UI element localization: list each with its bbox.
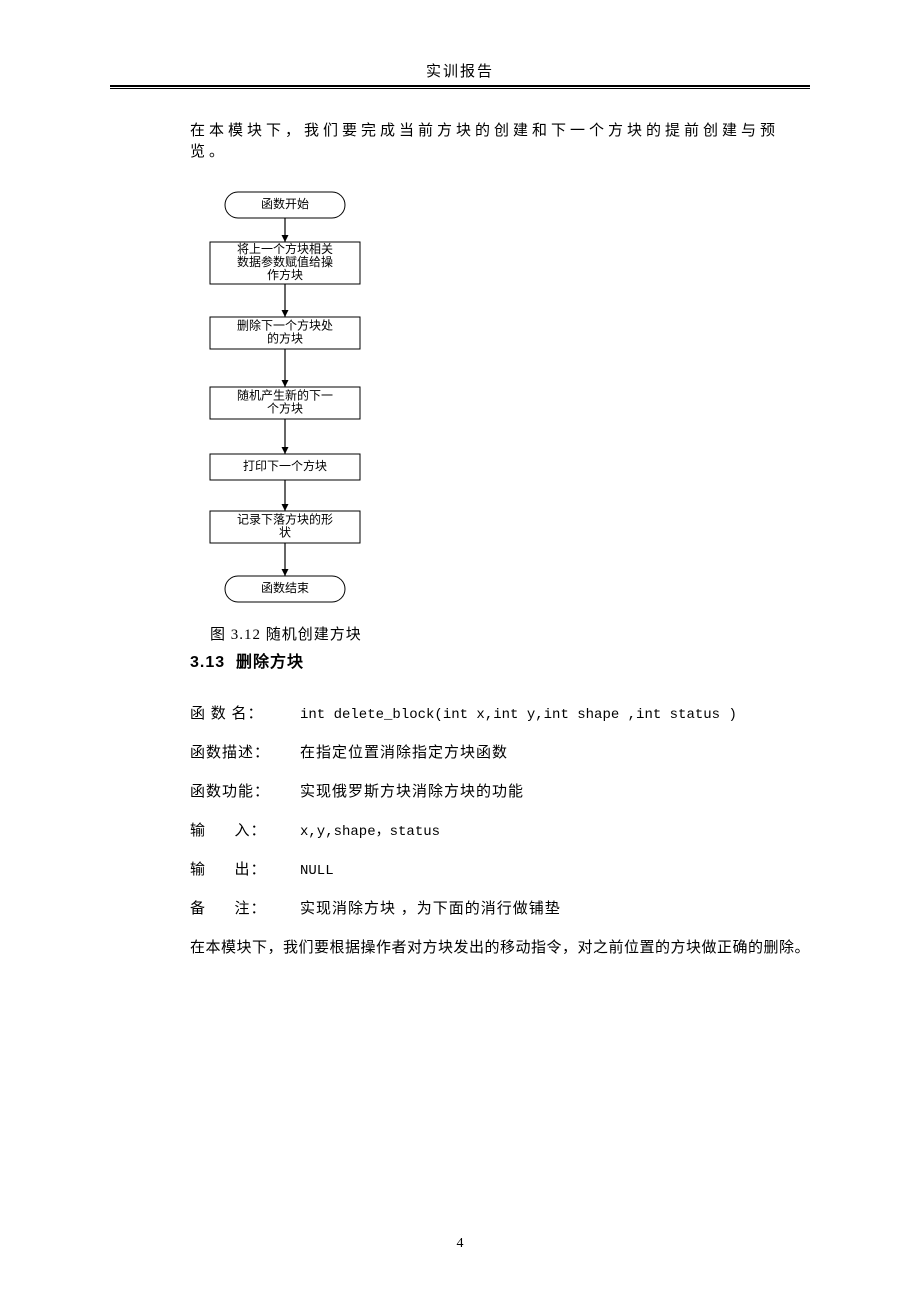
- spec-row-input: 输 入： x,y,shape，status: [190, 819, 810, 840]
- spec-label: 函 数 名：: [190, 702, 300, 723]
- spec-row-output: 输 出： NULL: [190, 858, 810, 879]
- spec-row-note: 备 注： 实现消除方块 ，为下面的消行做铺垫: [190, 897, 810, 918]
- header-rule: [110, 85, 810, 89]
- spec-row-name: 函 数 名： int delete_block(int x,int y,int …: [190, 702, 810, 723]
- section-number: 3.13: [190, 654, 225, 671]
- svg-text:函数结束: 函数结束: [261, 580, 309, 595]
- spec-row-desc: 函数描述： 在指定位置消除指定方块函数: [190, 741, 810, 762]
- spec-label: 输 入：: [190, 819, 300, 840]
- svg-text:的方块: 的方块: [267, 330, 303, 345]
- flowchart: 函数开始将上一个方块相关数据参数赋值给操作方块删除下一个方块处的方块随机产生新的…: [190, 185, 810, 605]
- spec-label: 备 注：: [190, 897, 300, 918]
- spec-label: 输 出：: [190, 858, 300, 879]
- svg-text:个方块: 个方块: [267, 400, 303, 415]
- svg-text:状: 状: [279, 525, 291, 539]
- spec-value: NULL: [300, 863, 334, 879]
- section-heading: 3.13 删除方块: [190, 648, 810, 672]
- spec-value: 实现消除方块 ，为下面的消行做铺垫: [300, 897, 561, 918]
- svg-text:数据参数赋值给操: 数据参数赋值给操: [237, 254, 333, 269]
- spec-value: 在指定位置消除指定方块函数: [300, 741, 508, 762]
- spec-label: 函数描述：: [190, 741, 300, 762]
- page-header-title: 实训报告: [110, 60, 810, 85]
- svg-text:打印下一个方块: 打印下一个方块: [243, 458, 327, 473]
- spec-row-func: 函数功能： 实现俄罗斯方块消除方块的功能: [190, 780, 810, 801]
- spec-value: x,y,shape，status: [300, 820, 440, 840]
- spec-label: 函数功能：: [190, 780, 300, 801]
- svg-text:作方块: 作方块: [267, 267, 303, 282]
- svg-text:函数开始: 函数开始: [261, 196, 309, 211]
- svg-text:随机产生新的下一: 随机产生新的下一: [237, 387, 333, 402]
- section-title: 删除方块: [236, 654, 304, 671]
- spec-value: int delete_block(int x,int y,int shape ,…: [300, 707, 737, 723]
- spec-value: 实现俄罗斯方块消除方块的功能: [300, 780, 524, 801]
- closing-text: 在本模块下，我们要根据操作者对方块发出的移动指令，对之前位置的方块做正确的删除。: [190, 936, 810, 957]
- page-number: 4: [0, 1236, 920, 1252]
- svg-text:记录下落方块的形: 记录下落方块的形: [237, 511, 333, 526]
- intro-text: 在本模块下，我们要完成当前方块的创建和下一个方块的提前创建与预览。: [190, 119, 810, 161]
- svg-text:将上一个方块相关: 将上一个方块相关: [237, 241, 333, 256]
- svg-text:删除下一个方块处: 删除下一个方块处: [237, 317, 333, 332]
- figure-caption: 图 3.12 随机创建方块: [210, 623, 810, 644]
